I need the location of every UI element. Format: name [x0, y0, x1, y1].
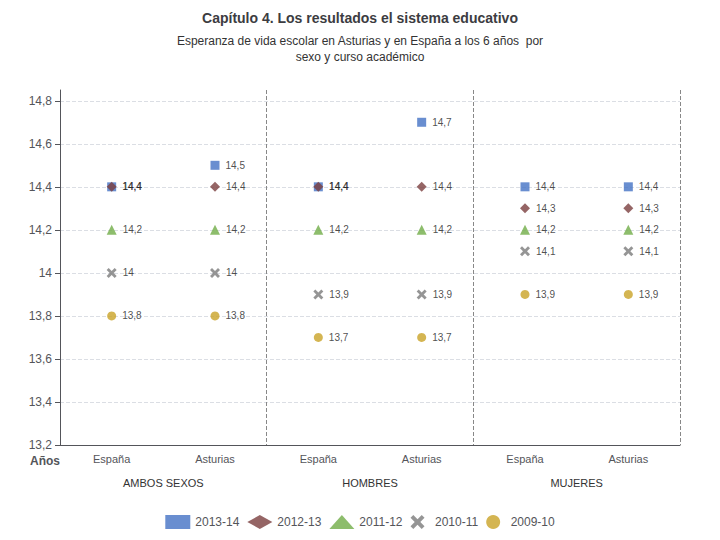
svg-text:Capítulo 4. Los resultados el: Capítulo 4. Los resultados el sistema ed…: [202, 10, 518, 26]
svg-text:2010-11: 2010-11: [435, 515, 478, 529]
svg-text:España: España: [93, 453, 131, 465]
svg-text:13,6: 13,6: [29, 352, 53, 366]
svg-text:HOMBRES: HOMBRES: [342, 477, 398, 489]
svg-text:14,4: 14,4: [122, 181, 142, 192]
svg-text:14,7: 14,7: [432, 117, 452, 128]
svg-text:2012-13: 2012-13: [277, 515, 321, 529]
svg-text:14,2: 14,2: [329, 224, 349, 235]
svg-text:14,4: 14,4: [329, 181, 349, 192]
svg-text:14,2: 14,2: [29, 223, 53, 237]
svg-text:13,9: 13,9: [433, 289, 453, 300]
svg-text:14,4: 14,4: [123, 181, 143, 192]
svg-text:13,7: 13,7: [329, 332, 349, 343]
svg-text:14,2: 14,2: [226, 224, 246, 235]
svg-text:14,2: 14,2: [123, 224, 143, 235]
svg-text:España: España: [300, 453, 338, 465]
svg-text:13,8: 13,8: [122, 310, 142, 321]
svg-text:2011-12: 2011-12: [359, 515, 402, 529]
svg-text:13,9: 13,9: [329, 289, 349, 300]
svg-text:MUJERES: MUJERES: [550, 477, 603, 489]
svg-text:14,4: 14,4: [29, 180, 53, 194]
svg-text:Asturias: Asturias: [195, 453, 235, 465]
svg-text:Asturias: Asturias: [402, 453, 442, 465]
svg-text:14,8: 14,8: [29, 94, 53, 108]
svg-text:14,6: 14,6: [29, 137, 53, 151]
svg-text:sexo y curso académico: sexo y curso académico: [296, 50, 425, 64]
svg-text:14,2: 14,2: [639, 224, 659, 235]
svg-text:14: 14: [39, 266, 53, 280]
svg-text:14: 14: [226, 267, 238, 278]
svg-text:14,4: 14,4: [329, 181, 349, 192]
svg-text:14,4: 14,4: [639, 181, 659, 192]
svg-text:14,2: 14,2: [433, 224, 453, 235]
svg-text:14,5: 14,5: [226, 160, 246, 171]
svg-text:2009-10: 2009-10: [511, 515, 555, 529]
svg-text:14,1: 14,1: [536, 246, 556, 257]
svg-text:14: 14: [123, 267, 135, 278]
svg-text:Esperanza de vida escolar en A: Esperanza de vida escolar en Asturias y …: [177, 34, 543, 48]
svg-text:Años: Años: [30, 454, 60, 468]
svg-text:13,4: 13,4: [29, 395, 53, 409]
svg-text:13,2: 13,2: [29, 438, 53, 452]
svg-text:14,4: 14,4: [226, 181, 246, 192]
svg-text:13,7: 13,7: [432, 332, 452, 343]
svg-text:14,4: 14,4: [536, 181, 556, 192]
svg-text:14,2: 14,2: [536, 224, 556, 235]
svg-text:AMBOS SEXOS: AMBOS SEXOS: [123, 477, 204, 489]
svg-text:14,4: 14,4: [433, 181, 453, 192]
svg-text:13,9: 13,9: [536, 289, 556, 300]
svg-text:13,8: 13,8: [29, 309, 53, 323]
svg-text:14,1: 14,1: [639, 246, 659, 257]
svg-text:13,8: 13,8: [226, 310, 246, 321]
svg-text:13,9: 13,9: [639, 289, 659, 300]
svg-text:14,3: 14,3: [639, 203, 659, 214]
svg-text:Asturias: Asturias: [608, 453, 648, 465]
svg-text:14,3: 14,3: [536, 203, 556, 214]
svg-text:España: España: [506, 453, 544, 465]
svg-text:2013-14: 2013-14: [195, 515, 239, 529]
